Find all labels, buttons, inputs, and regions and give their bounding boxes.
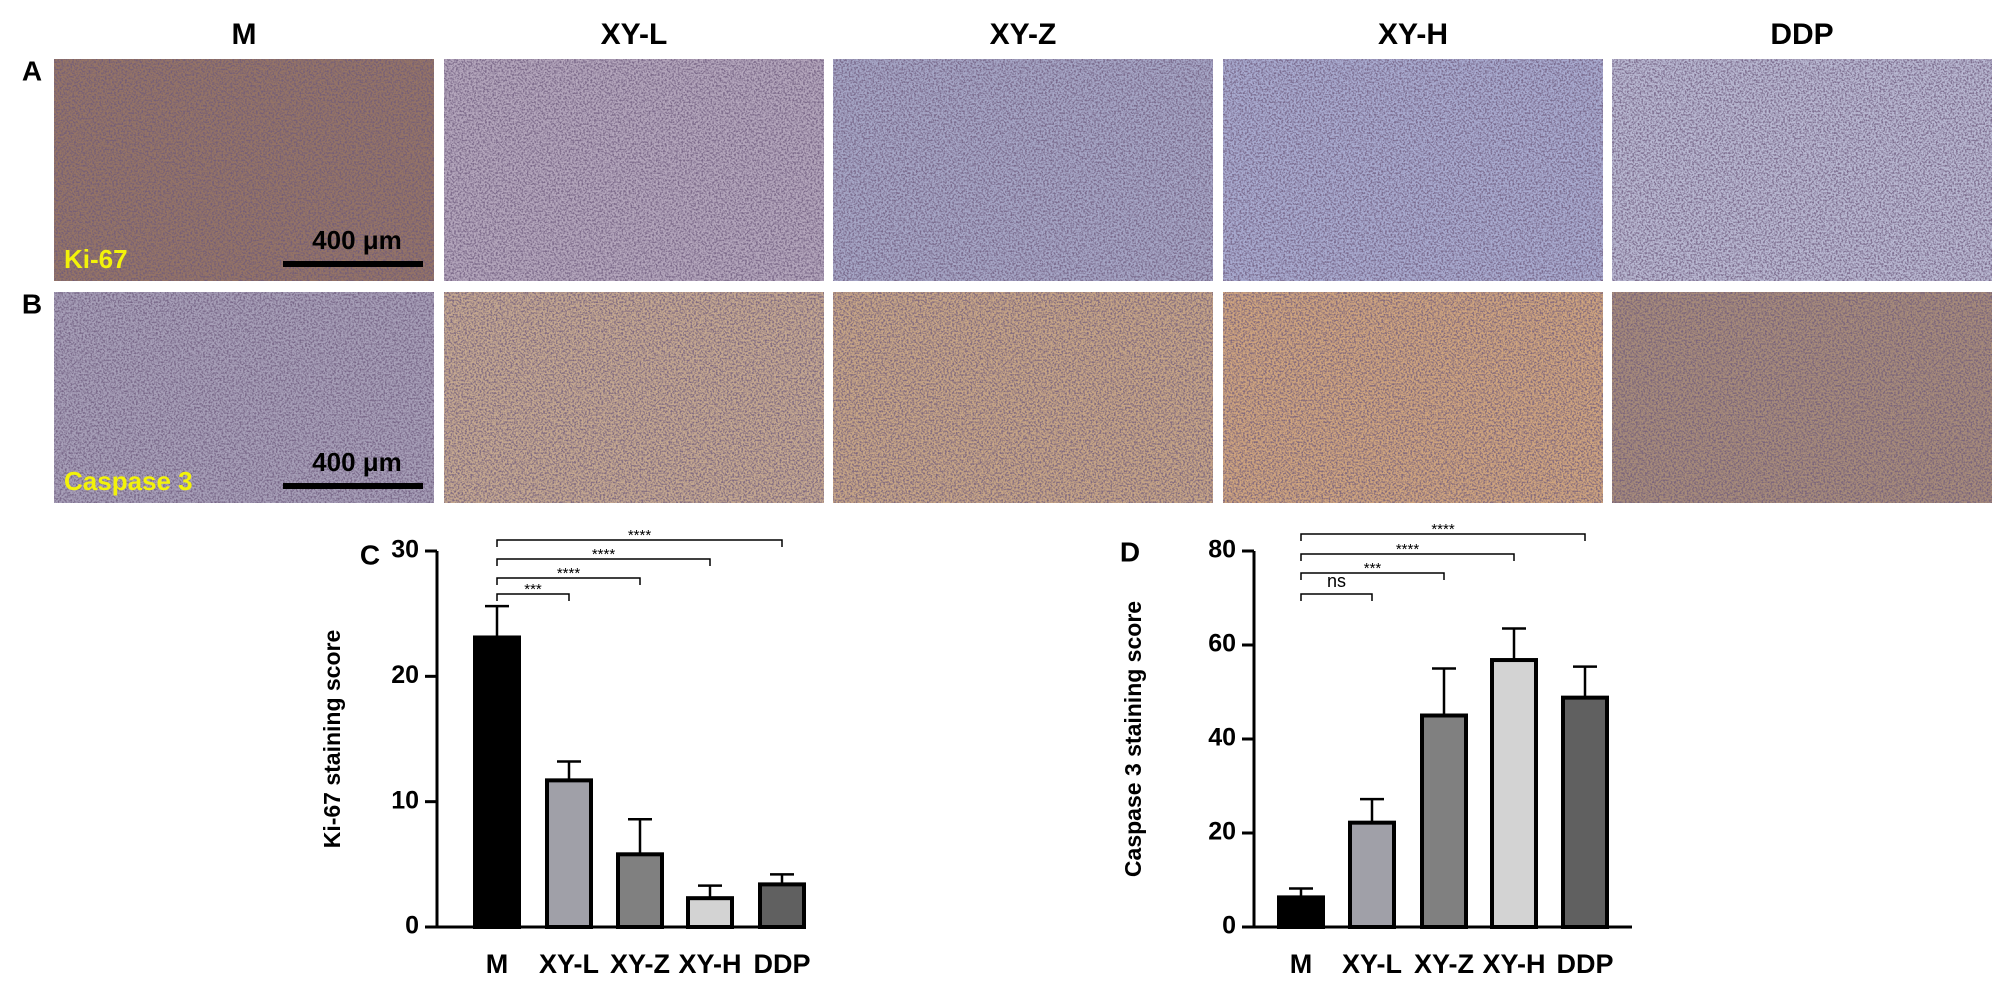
y-tick-label: 60 [1208,630,1236,658]
bar [686,896,734,930]
y-tick-label: 0 [405,912,419,940]
significance-label: **** [557,565,581,582]
panel-letter: D [1120,536,1140,567]
column-header: DDP [1770,18,1833,51]
scale-bar-label: 400 μm [312,225,402,255]
bar [616,852,664,929]
panel-letter: B [22,288,42,319]
y-tick-label: 20 [391,661,419,689]
x-tick-label: XY-Z [610,949,670,979]
significance-label: **** [1396,541,1420,558]
y-tick-label: 40 [1208,724,1236,752]
significance-bracket [1300,593,1373,601]
micrograph-texture [444,292,824,503]
column-header: M [232,18,257,51]
significance-bracket [1300,553,1515,561]
bar [473,635,521,929]
x-tick-label: M [1290,949,1313,979]
bar [1420,713,1468,929]
y-tick-label: 0 [1222,912,1236,940]
column-header: XY-L [601,18,668,51]
micrograph-texture [444,59,824,281]
x-tick-label: XY-H [1482,949,1545,979]
significance-label: ns [1327,571,1346,591]
y-tick-label: 80 [1208,536,1236,564]
y-tick-label: 10 [391,786,419,814]
x-tick-label: DDP [1556,949,1613,979]
y-axis-label: Caspase 3 staining score [1120,601,1146,877]
significance-bracket [496,539,783,547]
column-header: XY-Z [990,18,1057,51]
micrograph-texture [1612,292,1992,503]
x-tick-label: DDP [753,949,810,979]
micrograph-texture [1223,292,1603,503]
significance-bracket [496,577,641,585]
panel-letter: A [22,55,42,86]
micrograph-texture [833,59,1213,281]
significance-bracket [1300,533,1586,541]
significance-bracket [496,558,711,566]
micrograph-texture [833,292,1213,503]
x-tick-label: XY-Z [1414,949,1474,979]
bar [545,778,593,929]
x-tick-label: XY-L [1342,949,1402,979]
y-tick-label: 30 [391,536,419,564]
significance-label: **** [1431,521,1455,538]
significance-label: *** [524,581,542,598]
y-axis-label: Ki-67 staining score [319,630,345,849]
micrograph-texture [54,292,434,503]
significance-label: **** [628,527,652,544]
x-tick-label: XY-L [539,949,599,979]
significance-label: *** [1364,560,1382,577]
micrograph-texture [1612,59,1992,281]
significance-bracket [1300,572,1445,580]
column-header: XY-H [1378,18,1448,51]
bar [1277,895,1325,930]
stain-label: Caspase 3 [64,466,193,496]
bar [1348,820,1396,929]
scale-bar-label: 400 μm [312,447,402,477]
bar [1490,658,1538,929]
bar [758,882,806,929]
panel-letter: C [360,539,380,570]
y-tick-label: 20 [1208,818,1236,846]
x-tick-label: XY-H [678,949,741,979]
stain-label: Ki-67 [64,244,128,274]
significance-label: **** [592,546,616,563]
significance-bracket [496,593,570,601]
x-tick-label: M [486,949,509,979]
bar [1561,695,1609,930]
micrograph-texture [1223,59,1603,281]
micrograph-texture [54,59,434,281]
